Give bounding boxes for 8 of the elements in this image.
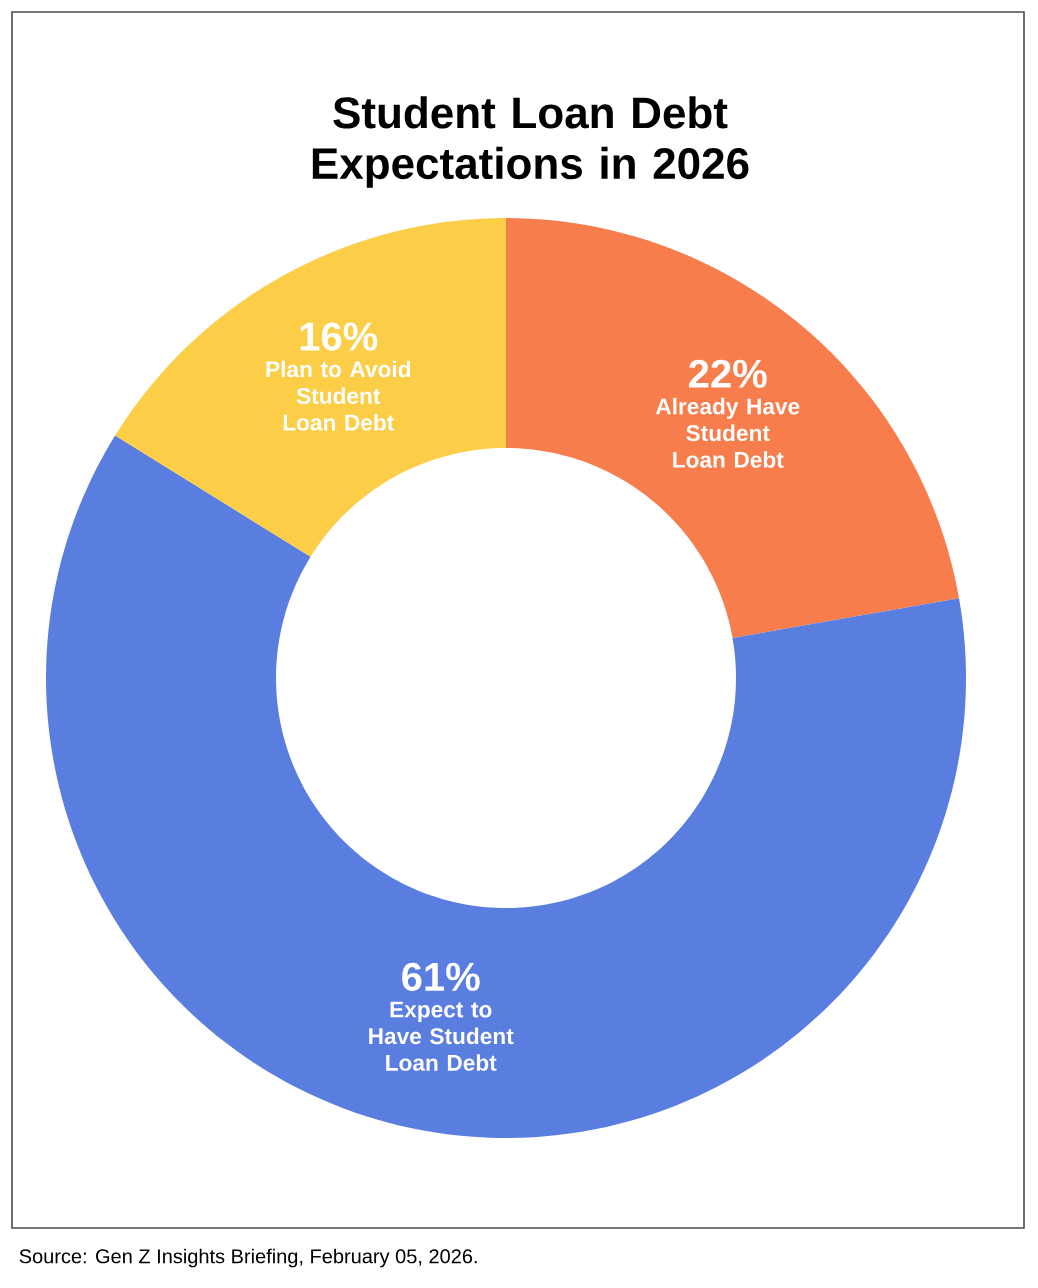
- source-note: Source: Gen Z Insights Briefing, February 05, 2026.: [19, 1248, 477, 1268]
- chart-title: Student Loan Debt Expectations in 2026: [312, 96, 749, 188]
- slice-label: Already Have Student Loan Debt: [655, 397, 800, 468]
- data-label: 22%: [689, 359, 767, 388]
- slice-label: Expect to Have Student Loan Debt: [369, 1001, 514, 1071]
- data-label: 16%: [300, 322, 378, 351]
- slice-label: Plan to Avoid Student Loan Debt: [266, 360, 411, 431]
- data-label: 61%: [402, 962, 480, 992]
